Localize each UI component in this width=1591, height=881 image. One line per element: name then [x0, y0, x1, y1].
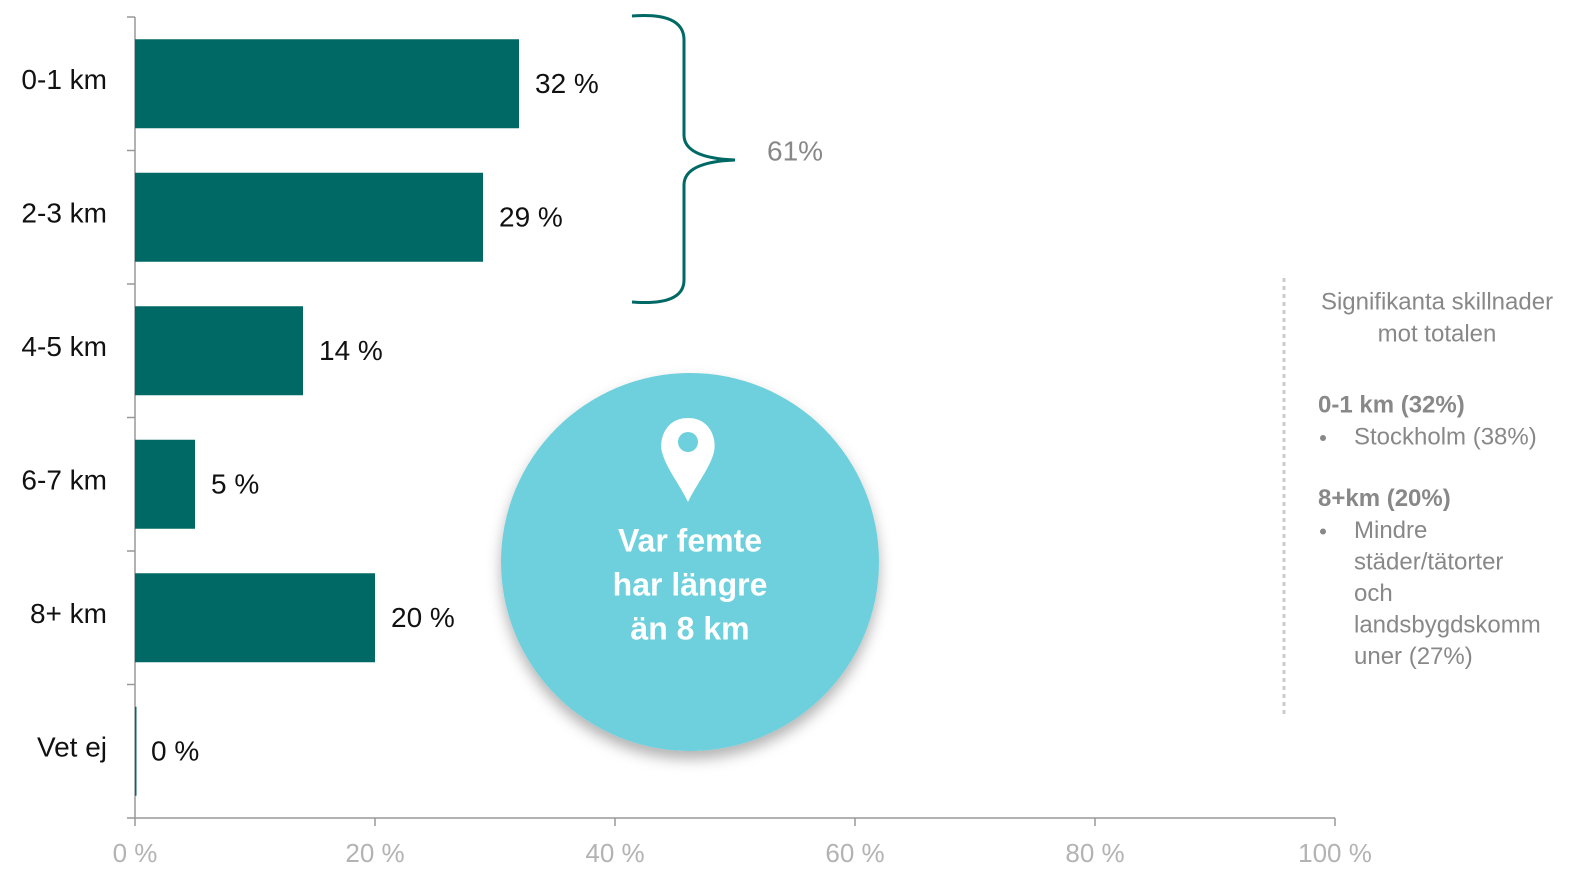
bar — [135, 573, 375, 663]
x-tick-label: 60 % — [825, 838, 884, 868]
value-label: 14 % — [319, 335, 383, 366]
bullet — [1320, 528, 1326, 535]
note-item: städer/tätorter — [1354, 548, 1503, 575]
bar — [135, 172, 483, 262]
bar — [135, 39, 519, 129]
note: Signifikanta skillnader mot totalen 0-1 km… — [1318, 288, 1553, 670]
callout-text: Var femte har längre än 8 km — [613, 522, 768, 646]
bar — [135, 306, 303, 396]
value-label: 20 % — [391, 602, 455, 633]
x-tick-label: 20 % — [345, 838, 404, 868]
note-heading: 0-1 km (32%) — [1318, 391, 1465, 418]
bullet — [1320, 435, 1326, 441]
note-item: och — [1354, 580, 1393, 607]
callout-line: har längre — [613, 566, 768, 602]
brace-label: 61% — [767, 135, 823, 166]
category-label: 2-3 km — [21, 198, 107, 229]
category-label: Vet ej — [37, 732, 107, 763]
value-label: 5 % — [211, 469, 259, 500]
note-item: Mindre — [1354, 517, 1427, 544]
pin-icon — [661, 418, 715, 502]
x-tick-label: 100 % — [1298, 838, 1372, 868]
callout-circle — [501, 373, 879, 751]
bar — [135, 439, 195, 529]
value-label: 0 % — [151, 736, 199, 767]
callout-line: än 8 km — [630, 610, 749, 646]
x-tick-label: 0 % — [113, 838, 158, 868]
note-item: Stockholm (38%) — [1354, 423, 1537, 450]
brace — [631, 14, 736, 305]
x-tick-label: 80 % — [1065, 838, 1124, 868]
category-label: 8+ km — [30, 598, 107, 629]
callout-line: Var femte — [618, 522, 762, 558]
category-label: 4-5 km — [21, 331, 107, 362]
note-item: landsbygdskomm — [1354, 611, 1541, 638]
bar — [135, 706, 137, 796]
value-label: 32 % — [535, 68, 599, 99]
pin-hole — [678, 432, 698, 452]
note-heading: 8+km (20%) — [1318, 485, 1451, 512]
value-label: 29 % — [499, 202, 563, 233]
category-label: 0-1 km — [21, 64, 107, 95]
note-title: mot totalen — [1378, 320, 1497, 347]
note-title: Signifikanta skillnader — [1321, 288, 1553, 315]
note-item: uner (27%) — [1354, 643, 1473, 670]
category-label: 6-7 km — [21, 465, 107, 496]
x-tick-label: 40 % — [585, 838, 644, 868]
